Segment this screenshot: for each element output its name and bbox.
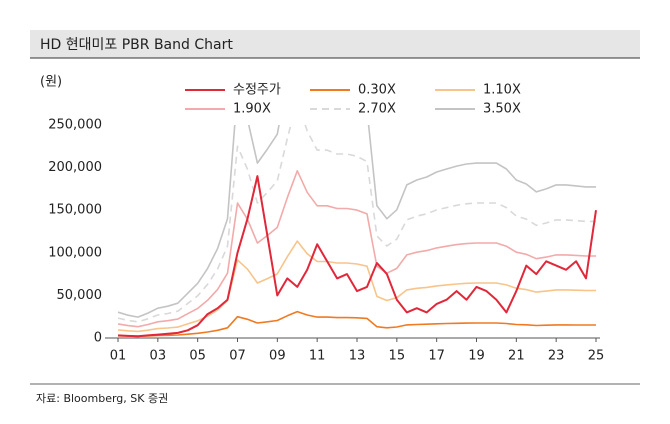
legend-label: 1.10X	[483, 83, 521, 98]
x-tick-label: 17	[428, 349, 445, 364]
x-tick-label: 19	[468, 349, 485, 364]
series-line	[117, 125, 596, 323]
x-tick-label: 15	[389, 349, 406, 364]
y-tick-label: 50,000	[57, 288, 103, 303]
legend-label: 3.50X	[483, 102, 521, 117]
legend-label: 0.30X	[358, 83, 396, 98]
x-tick-label: 07	[229, 349, 246, 364]
series-line	[117, 170, 596, 328]
x-tick-label: 23	[548, 349, 565, 364]
x-tick-label: 03	[150, 349, 167, 364]
y-tick-label: 0	[94, 331, 102, 346]
y-tick-label: 250,000	[48, 118, 102, 133]
x-tick-label: 13	[349, 349, 366, 364]
legend-label: 수정주가	[233, 83, 281, 98]
legend-label: 2.70X	[358, 102, 396, 117]
plot-area	[117, 125, 597, 338]
x-tick-label: 09	[269, 349, 286, 364]
y-tick-label: 100,000	[48, 245, 102, 260]
legend-label: 1.90X	[233, 102, 271, 117]
x-tick-label: 01	[110, 349, 127, 364]
y-tick-label: 150,000	[48, 203, 102, 218]
x-tick-label: 21	[508, 349, 525, 364]
series-line	[117, 125, 596, 318]
series-line	[117, 175, 597, 338]
y-axis-unit: (원)	[40, 75, 62, 90]
series-line	[117, 310, 596, 337]
y-tick-label: 200,000	[48, 160, 102, 175]
title-bar	[30, 30, 640, 58]
x-tick-label: 25	[588, 349, 605, 364]
x-tick-label: 11	[309, 349, 326, 364]
series-line	[117, 240, 596, 333]
chart-title: HD 현대미포 PBR Band Chart	[40, 37, 233, 53]
source: 자료: Bloomberg, SK 증권	[36, 392, 168, 405]
x-tick-label: 05	[189, 349, 206, 364]
